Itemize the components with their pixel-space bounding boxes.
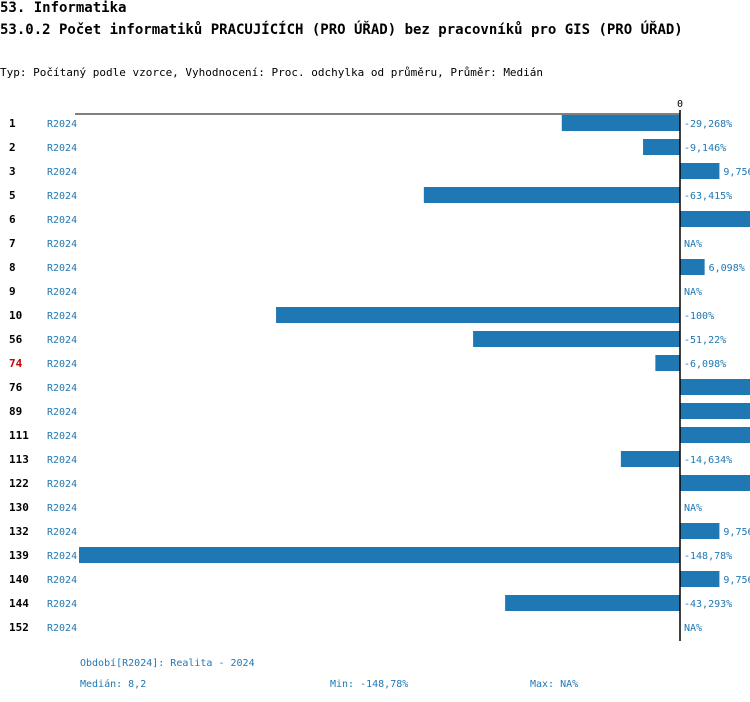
period-label: R2024	[47, 263, 77, 274]
footer-median: Medián: 8,2	[80, 679, 147, 690]
period-label: R2024	[47, 527, 77, 538]
period-label: R2024	[47, 431, 77, 442]
data-label: 6,098%	[709, 263, 745, 274]
data-label: -6,098%	[684, 359, 726, 370]
period-label: R2024	[47, 407, 77, 418]
data-label: 9,756%	[723, 575, 750, 586]
category-label: 130	[9, 501, 29, 514]
bar-chart: 0 1 R2024 -29,268% 2 R2024 -9,146% 3 R2024 9,756%…	[9, 99, 750, 641]
data-label: -100%	[684, 311, 714, 322]
data-label: NA%	[684, 239, 702, 250]
category-label: 3	[9, 165, 16, 178]
category-label: 122	[9, 477, 29, 490]
category-label: 6	[9, 213, 16, 226]
data-label: -29,268%	[684, 119, 732, 130]
period-label: R2024	[47, 455, 77, 466]
category-label: 9	[9, 285, 16, 298]
category-label: 1	[9, 117, 16, 130]
bar	[79, 547, 680, 563]
bar	[505, 595, 680, 611]
category-label: 111	[9, 429, 29, 442]
data-label: -148,78%	[684, 551, 732, 562]
category-label: 113	[9, 453, 29, 466]
data-label: NA%	[684, 287, 702, 298]
data-label: 9,756%	[723, 167, 750, 178]
bar-overflow	[680, 475, 750, 491]
data-label: -43,293%	[684, 599, 732, 610]
category-label: 56	[9, 333, 23, 346]
period-label: R2024	[47, 119, 77, 130]
period-label: R2024	[47, 551, 77, 562]
zero-axis-label: 0	[677, 99, 683, 110]
data-label: -9,146%	[684, 143, 726, 154]
period-label: R2024	[47, 311, 77, 322]
category-label: 132	[9, 525, 29, 538]
period-label: R2024	[47, 143, 77, 154]
category-label: 140	[9, 573, 29, 586]
bar	[680, 163, 720, 179]
bar	[655, 355, 680, 371]
category-label: 5	[9, 189, 16, 202]
period-label: R2024	[47, 287, 77, 298]
category-label: 7	[9, 237, 16, 250]
bar	[473, 331, 680, 347]
category-label: 152	[9, 621, 29, 634]
period-label: R2024	[47, 623, 77, 634]
bar	[423, 187, 680, 203]
period-label: R2024	[47, 215, 77, 226]
chart-subtitle: 53.0.2 Počet informatiků PRACUJÍCÍCH (PR…	[0, 22, 683, 38]
period-label: R2024	[47, 191, 77, 202]
data-label: NA%	[684, 623, 702, 634]
chart-type-line: Typ: Počítaný podle vzorce, Vyhodnocení:…	[0, 66, 544, 79]
data-label: -51,22%	[684, 335, 726, 346]
data-label: -14,634%	[684, 455, 732, 466]
category-label: 74	[9, 357, 23, 370]
bar	[680, 259, 705, 275]
category-label: 8	[9, 261, 16, 274]
data-label: NA%	[684, 503, 702, 514]
category-label: 10	[9, 309, 22, 322]
period-label: R2024	[47, 575, 77, 586]
period-label: R2024	[47, 335, 77, 346]
bar	[620, 451, 680, 467]
category-label: 89	[9, 405, 22, 418]
category-label: 144	[9, 597, 29, 610]
period-label: R2024	[47, 359, 77, 370]
data-label: -63,415%	[684, 191, 732, 202]
category-label: 2	[9, 141, 16, 154]
period-label: R2024	[47, 383, 77, 394]
period-label: R2024	[47, 503, 77, 514]
bar	[680, 523, 720, 539]
bar	[643, 139, 680, 155]
footer-period: Období[R2024]: Realita - 2024	[80, 658, 255, 669]
bar-overflow	[680, 211, 750, 227]
bar-overflow	[680, 427, 750, 443]
period-label: R2024	[47, 599, 77, 610]
data-label: 9,756%	[723, 527, 750, 538]
bar-overflow	[680, 403, 750, 419]
page-title: 53. Informatika	[0, 0, 127, 16]
period-label: R2024	[47, 167, 77, 178]
bar	[276, 307, 680, 323]
bar	[561, 115, 680, 131]
period-label: R2024	[47, 479, 77, 490]
bar	[680, 571, 720, 587]
category-label: 76	[9, 381, 23, 394]
footer-max: Max: NA%	[530, 679, 579, 690]
category-label: 139	[9, 549, 29, 562]
footer-min: Min: -148,78%	[330, 679, 409, 690]
period-label: R2024	[47, 239, 77, 250]
bar-overflow	[680, 379, 750, 395]
